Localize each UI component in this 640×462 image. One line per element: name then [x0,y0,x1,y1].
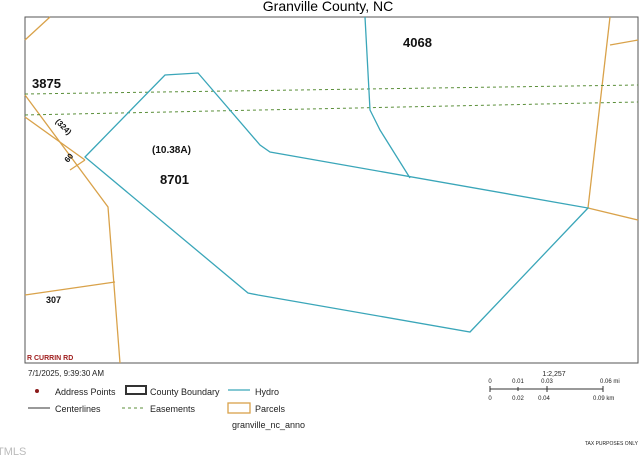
legend: Address Points County Boundary Hydro Cen… [28,385,305,430]
legend-label: granville_nc_anno [232,420,305,430]
hydro [84,16,590,333]
legend-label: Hydro [255,387,279,397]
scale-label: 0 [488,379,492,385]
notice: TAX PURPOSES ONLY [585,441,639,447]
scale-label: 0.06 mi [600,379,620,385]
parcel-label: 4068 [403,35,432,50]
acreage-label: (10.38A) [152,145,191,156]
scale-ticks [489,386,604,392]
map-frame [24,16,639,364]
scale-ratio: 1:2,257 [542,371,565,378]
scale-label: 0.01 [512,379,524,385]
legend-symbol [35,389,39,393]
title: Granville County, NC [263,0,393,14]
scale-label: 0 [488,396,492,402]
scale-label: 0.03 [541,379,553,385]
legend-symbol [125,385,147,395]
scale-label: 0.09 km [593,396,614,402]
easements [24,84,639,116]
legend-label: Centerlines [55,404,101,414]
brand: TMLS [0,446,26,457]
parcel-label: 8701 [160,172,189,187]
scale-bar: 1:2,257 0 0.01 0.03 0.06 mi 0 0.02 0.04 … [488,371,619,402]
scale-label: 0.04 [538,396,550,402]
legend-label: Address Points [55,387,116,397]
road-label: R CURRIN RD [27,355,73,362]
legend-label: Easements [150,404,196,414]
timestamp: 7/1/2025, 9:39:30 AM [28,369,104,378]
legend-label: Parcels [255,404,286,414]
parcel-label: 3875 [32,76,61,91]
map-labels: 4068 3875 (10.38A) 8701 307 (324) 60 [32,35,432,305]
legend-label: County Boundary [150,387,220,397]
scale-label: 0.02 [512,396,524,402]
parcels [24,16,639,364]
legend-symbol [227,402,251,414]
parcel-label: 307 [46,295,61,305]
